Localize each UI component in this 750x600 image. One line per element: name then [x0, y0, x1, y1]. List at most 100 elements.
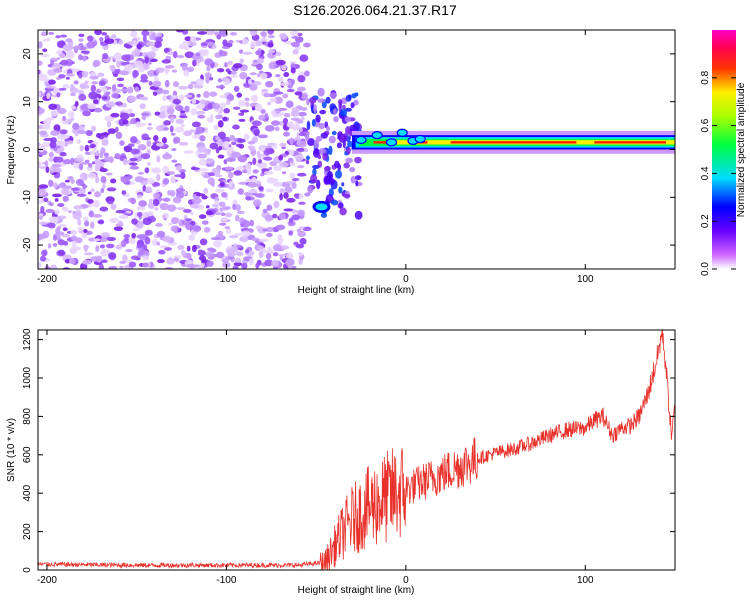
noise-speckle [299, 237, 307, 245]
noise-speckle [84, 80, 89, 85]
noise-speckle [199, 168, 208, 172]
colorbar-ticks: 0.0 0.2 0.4 0.6 0.8 [700, 70, 736, 276]
acquisition-patch [319, 109, 327, 115]
noise-speckle [142, 185, 147, 192]
noise-speckle [214, 188, 225, 193]
noise-speckle [104, 115, 114, 122]
noise-speckle [152, 182, 161, 187]
noise-speckle [70, 187, 80, 191]
noise-speckle [156, 259, 165, 264]
noise-speckle [295, 156, 302, 163]
noise-speckle [76, 138, 81, 145]
noise-speckle [90, 84, 97, 93]
noise-speckle [222, 77, 226, 82]
noise-speckle [147, 178, 155, 185]
noise-speckle [89, 143, 96, 148]
noise-speckle [262, 228, 268, 232]
noise-speckle [196, 110, 206, 115]
noise-speckle [83, 252, 94, 256]
noise-speckle [38, 90, 42, 98]
noise-speckle [174, 126, 185, 133]
noise-speckle [70, 157, 75, 166]
noise-speckle [126, 41, 135, 45]
noise-speckle [289, 61, 297, 65]
acquisition-patch [311, 118, 316, 127]
noise-speckle [274, 96, 283, 104]
noise-speckle [156, 142, 164, 147]
snr-y-tick-label: 200 [22, 523, 33, 540]
noise-speckle [130, 148, 141, 155]
noise-speckle [48, 151, 54, 158]
noise-speckle [90, 221, 95, 229]
noise-speckle [251, 62, 258, 66]
noise-speckle [82, 173, 88, 181]
noise-speckle [191, 197, 202, 205]
noise-speckle [127, 143, 135, 148]
noise-speckle [73, 80, 79, 85]
noise-speckle [289, 172, 296, 179]
noise-speckle [99, 206, 109, 212]
noise-speckle [241, 262, 248, 269]
noise-speckle [294, 91, 303, 96]
noise-speckle [117, 83, 124, 88]
snr-x-tick-label: -100 [216, 575, 236, 586]
noise-speckle [191, 121, 201, 128]
noise-speckle [147, 210, 154, 217]
snr-y-tick-label: 0 [22, 567, 33, 573]
noise-speckle [101, 184, 106, 189]
noise-speckle [74, 210, 82, 217]
noise-speckle [146, 149, 152, 155]
noise-speckle [219, 50, 228, 57]
noise-speckle [224, 212, 233, 218]
noise-speckle [46, 85, 55, 89]
noise-speckle [222, 39, 228, 47]
noise-speckle [229, 234, 239, 239]
noise-speckle [291, 36, 300, 39]
noise-speckle [265, 252, 272, 260]
noise-speckle [241, 230, 251, 237]
noise-speckle [299, 54, 309, 62]
noise-speckle [267, 42, 274, 48]
noise-speckle [172, 196, 182, 204]
noise-speckle [70, 229, 78, 236]
noise-speckle [82, 244, 90, 250]
noise-speckle [189, 211, 195, 216]
noise-speckle [115, 244, 123, 250]
noise-speckle [298, 111, 307, 117]
carrier-bump [414, 134, 426, 144]
noise-speckle [179, 123, 185, 128]
noise-speckle [58, 249, 65, 256]
noise-speckle [273, 91, 284, 95]
noise-speckle [221, 191, 228, 198]
noise-speckle [265, 232, 273, 238]
noise-speckle [272, 213, 278, 219]
noise-speckle [50, 110, 58, 117]
noise-speckle [147, 51, 156, 59]
noise-speckle [144, 229, 153, 236]
noise-speckle [95, 132, 102, 138]
noise-speckle [215, 212, 222, 216]
noise-speckle [243, 191, 253, 197]
noise-speckle [141, 212, 148, 219]
noise-speckle [56, 92, 61, 98]
acquisition-patch [305, 155, 310, 161]
noise-speckle [172, 51, 178, 59]
noise-speckle [282, 93, 289, 99]
noise-speckle [264, 112, 269, 120]
noise-speckle [242, 170, 248, 174]
noise-speckle [136, 194, 143, 199]
noise-speckle [55, 35, 61, 39]
noise-speckle [299, 127, 303, 133]
noise-speckle [178, 94, 185, 102]
noise-speckle [167, 204, 177, 212]
noise-speckle [84, 159, 90, 163]
noise-speckle [281, 146, 286, 150]
noise-speckle [142, 262, 149, 268]
noise-speckle [199, 238, 208, 246]
noise-speckle [243, 133, 250, 141]
noise-speckle [262, 208, 268, 214]
noise-speckle [216, 68, 225, 73]
noise-speckle [204, 58, 214, 66]
noise-speckle [41, 54, 50, 58]
noise-speckle [43, 197, 49, 202]
